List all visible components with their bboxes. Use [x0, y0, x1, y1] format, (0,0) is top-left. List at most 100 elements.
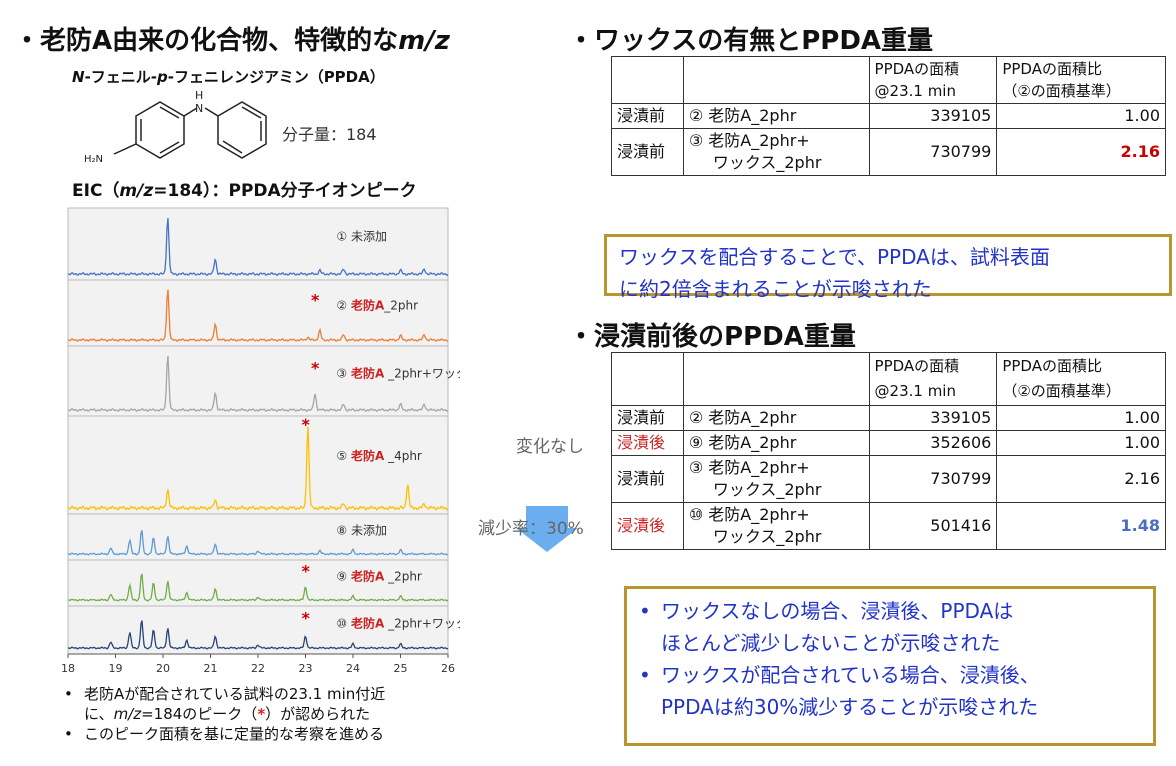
series-label-bold: 老防A	[351, 366, 385, 381]
soak-table: PPDAの面積 @23.1 min PPDAの面積比 （②の面積基準） 浸漬前 ② …	[611, 352, 1166, 550]
cell-cond-after: 浸漬後	[611, 502, 684, 550]
eic-title-post: =184）：PPDA分子イオンピーク	[153, 181, 417, 201]
soak-hdr-ratio: PPDAの面積比 （②の面積基準）	[996, 352, 1166, 406]
series-label: ⑧ 未添加	[336, 524, 387, 538]
soak-box-item-1: • ワックスなしの場合、浸漬後、PPDAは ほとんど減少しないことが示唆された	[639, 595, 1141, 659]
series-label-num: ③	[336, 367, 351, 381]
peak-star: *	[302, 562, 311, 581]
cell-cond: 浸漬前	[611, 103, 684, 129]
soak-conclusion-box: • ワックスなしの場合、浸漬後、PPDAは ほとんど減少しないことが示唆された •…	[624, 586, 1156, 746]
hdr-ratio-2: （②の面積基準）	[1002, 382, 1121, 400]
wax-hdr-cond	[611, 56, 684, 104]
cell-sample-line1: ③ 老防A_2phr+	[688, 458, 810, 477]
series-label-bold: 老防A	[351, 448, 385, 463]
cell-ratio-highlight: 1.48	[996, 502, 1166, 550]
series-line	[67, 218, 449, 277]
series-label-rest: _2phr	[383, 299, 418, 313]
plot-background	[67, 207, 449, 655]
wax-hdr-sample	[682, 56, 870, 104]
wax-table: PPDAの面積 @23.1 min PPDAの面積比 （②の面積基準） 浸漬前 ② …	[611, 56, 1166, 176]
cell-area: 339105	[868, 405, 998, 431]
series-label-num: ⑧	[336, 524, 351, 538]
series-line	[68, 620, 449, 650]
series-label-rest: 未添加	[351, 229, 387, 243]
series-label: ① 未添加	[336, 229, 387, 243]
series-label-bold: 老防A	[351, 298, 385, 313]
left-bullet-1: • 老防Aが配合されている試料の23.1 min付近 に、m/z=184のピーク…	[64, 684, 484, 724]
table-row: 浸漬前 ② 老防A_2phr 339105 1.00	[611, 103, 1166, 129]
cell-sample-line2: ワックス_2phr	[712, 480, 822, 499]
series-label-rest: 未添加	[351, 524, 387, 538]
table-row: 浸漬前 ② 老防A_2phr 339105 1.00	[611, 405, 1166, 431]
nh-bond-right	[204, 107, 219, 117]
peak-star: *	[302, 415, 311, 434]
wax-box-line2: に約2倍含まれることが示唆された	[619, 277, 932, 301]
x-tick-label: 23	[299, 662, 313, 672]
x-tick-label: 21	[204, 662, 218, 672]
series-line	[68, 573, 449, 602]
nh-h-label: H	[195, 89, 203, 102]
structure-title-rest: -フェニレンジアミン（PPDA）	[167, 68, 385, 86]
cell-ratio: 1.00	[996, 405, 1166, 431]
x-tick-label: 19	[109, 662, 123, 672]
table-row: 浸漬後 ⑨ 老防A_2phr 352606 1.00	[611, 430, 1166, 456]
table-row: 浸漬後 ⑩ 老防A_2phr+ ワックス_2phr 501416 1.48	[611, 502, 1166, 550]
benzene-ring-right	[217, 101, 267, 159]
molecular-weight: 分子量：184	[282, 125, 377, 144]
cell-ratio-highlight: 2.16	[996, 128, 1166, 176]
series-label-bold: 老防A	[351, 616, 385, 631]
series-label-rest: _2phr	[384, 570, 422, 584]
structure-title-n: N	[72, 68, 85, 86]
cell-area: 501416	[868, 502, 998, 550]
cell-area: 730799	[868, 455, 998, 503]
left-bullet-2: • このピーク面積を基に定量的な考察を進める	[64, 724, 484, 744]
cell-ratio: 1.00	[996, 103, 1166, 129]
no-change-note: 変化なし	[516, 437, 584, 457]
left-heading: ・老防A由来の化合物、特徴的なm/z	[14, 20, 450, 57]
cell-cond-after: 浸漬後	[611, 430, 684, 456]
table-row: 浸漬前 ③ 老防A_2phr+ ワックス_2phr 730799 2.16	[611, 455, 1166, 503]
soak-hdr-sample	[682, 352, 870, 406]
x-tick-label: 20	[156, 662, 170, 672]
cell-sample: ② 老防A_2phr	[682, 405, 870, 431]
reduction-arrow	[516, 506, 578, 552]
cell-sample-line2: ワックス_2phr	[712, 527, 822, 546]
hdr-ratio-1: PPDAの面積比	[1002, 357, 1102, 375]
bullet-mark: •	[64, 685, 73, 703]
bullet1-line2: に、m/z=184のピーク（*）が認められた	[84, 704, 385, 724]
eic-title: EIC（m/z=184）：PPDA分子イオンピーク	[72, 176, 417, 201]
bullet1-line1: 老防Aが配合されている試料の23.1 min付近	[84, 685, 386, 703]
series-line	[67, 426, 449, 511]
cell-sample-line2: ワックス_2phr	[712, 153, 822, 172]
wax-box-line1: ワックスを配合することで、PPDAは、試料表面	[619, 245, 1050, 269]
soak-hdr-cond	[611, 352, 684, 406]
bullet-mark: •	[639, 599, 651, 623]
wax-hdr-area: PPDAの面積 @23.1 min	[868, 56, 998, 104]
x-tick-label: 18	[61, 662, 75, 672]
table-row: 浸漬前 ③ 老防A_2phr+ ワックス_2phr 730799 2.16	[611, 128, 1166, 176]
cell-area: 352606	[868, 430, 998, 456]
x-tick-label: 25	[394, 662, 408, 672]
x-tick-label: 24	[346, 662, 360, 672]
wax-conclusion-box: ワックスを配合することで、PPDAは、試料表面 に約2倍含まれることが示唆された	[604, 234, 1172, 301]
cell-sample: ③ 老防A_2phr+ ワックス_2phr	[682, 128, 870, 176]
wax-table-header: PPDAの面積 @23.1 min PPDAの面積比 （②の面積基準）	[611, 56, 1166, 104]
bullet1-pre: に、	[84, 705, 114, 723]
soak-heading: ・浸漬前後のPPDA重量	[568, 322, 856, 352]
bullet1-star: *	[257, 705, 266, 723]
cell-sample: ③ 老防A_2phr+ ワックス_2phr	[682, 455, 870, 503]
soak-box-1-line2: ほとんど減少しないことが示唆された	[661, 631, 1001, 655]
series-label-rest: _2phr+ワックス_2phr	[384, 367, 460, 381]
wax-hdr-ratio: PPDAの面積比 （②の面積基準）	[996, 56, 1166, 104]
cell-sample: ⑨ 老防A_2phr	[682, 430, 870, 456]
structure-title: N-フェニル-p-フェニレンジアミン（PPDA）	[72, 66, 385, 87]
series-line	[67, 289, 449, 343]
nh-n-label: N	[195, 102, 203, 115]
soak-box-item-2: • ワックスが配合されている場合、浸漬後、 PPDAは約30%減少することが示唆さ…	[639, 659, 1141, 723]
bullet1-end: ）が認められた	[265, 705, 371, 723]
x-tick-label: 22	[251, 662, 265, 672]
eic-title-mz: m/z	[119, 181, 154, 201]
cell-cond: 浸漬前	[611, 405, 684, 431]
series-label: ⑤ 老防A _4phr	[336, 448, 422, 463]
